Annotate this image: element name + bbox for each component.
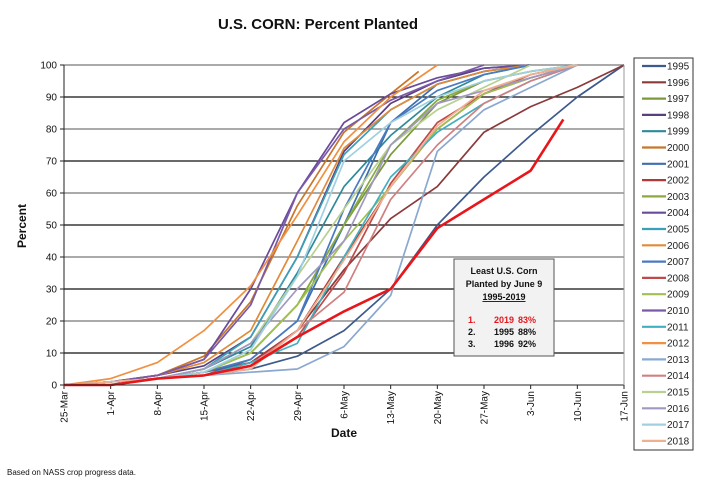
annotation-year: 2019: [494, 315, 514, 325]
legend-label-2001: 2001: [667, 159, 690, 170]
legend-label-2014: 2014: [667, 371, 690, 382]
legend-box: [633, 57, 694, 451]
y-tick-label: 80: [46, 125, 58, 136]
y-tick-label: 60: [46, 189, 58, 200]
x-tick-label: 6-May: [340, 391, 351, 419]
annotation-percent: 83%: [518, 315, 536, 325]
legend-label-1997: 1997: [667, 94, 690, 105]
series-lines: [63, 64, 625, 387]
x-tick-label: 15-Apr: [200, 390, 211, 421]
footnote: Based on NASS crop progress data.: [7, 468, 136, 477]
annotation-year: 1995: [494, 327, 514, 337]
annotation-rows: 1. 2019 83% 2. 1995 88% 3. 1996 92%: [468, 315, 536, 349]
annotation-year: 1996: [494, 339, 514, 349]
legend-label-2011: 2011: [667, 322, 689, 333]
legend-label-2003: 2003: [667, 192, 690, 203]
legend-label-2013: 2013: [667, 355, 690, 366]
legend-label-2009: 2009: [667, 290, 690, 301]
x-tick-label: 1-Apr: [106, 390, 117, 415]
legend-label-2016: 2016: [667, 404, 690, 415]
legend-label-2006: 2006: [667, 241, 690, 252]
x-tick-label: 27-May: [480, 391, 491, 424]
y-tick-label: 20: [46, 317, 58, 328]
legend-label-2000: 2000: [667, 143, 690, 154]
legend-label-2018: 2018: [667, 436, 690, 447]
legend-label-1996: 1996: [667, 78, 690, 89]
x-tick-label: 22-Apr: [246, 390, 257, 421]
legend-label-2007: 2007: [667, 257, 690, 268]
x-tick-label: 10-Jun: [573, 391, 584, 422]
x-tick-label: 8-Apr: [153, 390, 164, 415]
legend-label-2008: 2008: [667, 273, 690, 284]
annotation-rank: 2.: [468, 327, 476, 337]
legend-label-2015: 2015: [667, 388, 690, 399]
annotation-percent: 92%: [518, 339, 536, 349]
annotation-subtitle: 1995-2019: [482, 292, 525, 302]
y-tick-label: 50: [46, 221, 58, 232]
annotation-rank: 1.: [468, 315, 476, 325]
chart-title: U.S. CORN: Percent Planted: [218, 16, 418, 33]
y-tick-label: 90: [46, 93, 58, 104]
annotation-background: [453, 258, 555, 357]
legend: 1995 1996 1997 1998 1999 2000 2001 2002 2003 2004…: [642, 62, 690, 447]
legend-label-1999: 1999: [667, 127, 690, 138]
x-tick-label: 25-Mar: [60, 390, 71, 422]
annotation-percent: 88%: [518, 327, 536, 337]
series-line-2010: [63, 64, 485, 386]
y-tick-label: 0: [51, 381, 57, 392]
legend-label-1995: 1995: [667, 62, 690, 73]
y-tick-label: 100: [40, 61, 57, 72]
x-tick-label: 20-May: [433, 391, 444, 424]
y-tick-label: 70: [46, 157, 58, 168]
series-line-2012: [63, 64, 438, 386]
annotation-title-line-1: Least U.S. Corn: [470, 266, 537, 276]
legend-label-2002: 2002: [667, 176, 690, 187]
annotation-box: Least U.S. Corn Planted by June 9 1995-2…: [453, 258, 555, 357]
y-tick-label: 40: [46, 253, 58, 264]
y-tick-label: 10: [46, 349, 58, 360]
annotation-rank: 3.: [468, 339, 476, 349]
legend-label-2005: 2005: [667, 225, 690, 236]
y-tick-label: 30: [46, 285, 58, 296]
x-tick-label: 17-Jun: [620, 391, 631, 422]
x-axis-title: Date: [331, 426, 357, 440]
x-tick-label: 29-Apr: [293, 390, 304, 421]
x-tick-label: 3-Jun: [526, 391, 537, 416]
legend-label-1998: 1998: [667, 110, 690, 121]
legend-label-2012: 2012: [667, 339, 690, 350]
legend-label-2010: 2010: [667, 306, 690, 317]
legend-label-2017: 2017: [667, 420, 690, 431]
legend-label-2004: 2004: [667, 208, 690, 219]
y-axis-title: Percent: [15, 204, 29, 248]
x-tick-label: 13-May: [386, 391, 397, 424]
annotation-title-line-2: Planted by June 9: [466, 279, 543, 289]
series-line-2019: [64, 118, 565, 387]
y-axis-ticks: 0 10 20 30 40 50 60 70 80 90 100: [40, 61, 64, 392]
x-axis-ticks: 25-Mar 1-Apr 8-Apr 15-Apr 22-Apr 29-Apr 6-May 1…: [60, 385, 631, 424]
